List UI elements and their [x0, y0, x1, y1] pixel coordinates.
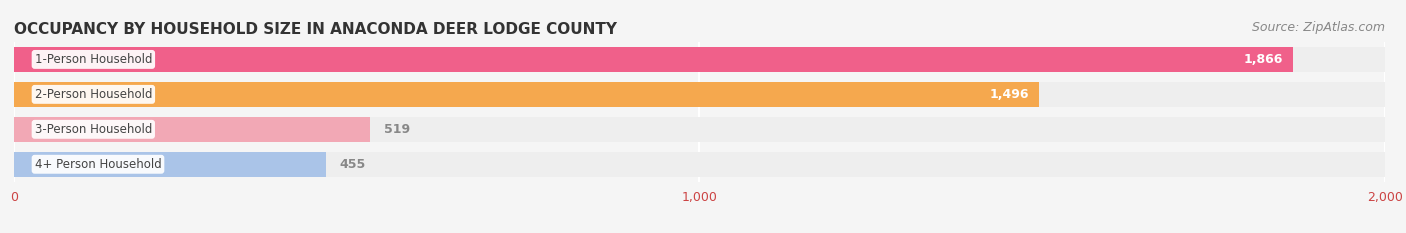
Bar — [14, 82, 1385, 107]
Bar — [14, 82, 1039, 107]
Bar — [14, 152, 1385, 177]
Text: 4+ Person Household: 4+ Person Household — [35, 158, 162, 171]
Text: 455: 455 — [340, 158, 366, 171]
Text: Source: ZipAtlas.com: Source: ZipAtlas.com — [1251, 21, 1385, 34]
Bar — [14, 152, 326, 177]
Bar — [14, 47, 1294, 72]
Text: 2-Person Household: 2-Person Household — [35, 88, 152, 101]
Text: 519: 519 — [384, 123, 409, 136]
Bar — [14, 117, 1385, 142]
Bar — [14, 117, 370, 142]
Text: 1-Person Household: 1-Person Household — [35, 53, 152, 66]
Text: OCCUPANCY BY HOUSEHOLD SIZE IN ANACONDA DEER LODGE COUNTY: OCCUPANCY BY HOUSEHOLD SIZE IN ANACONDA … — [14, 22, 617, 37]
Text: 1,866: 1,866 — [1243, 53, 1282, 66]
Text: 3-Person Household: 3-Person Household — [35, 123, 152, 136]
Text: 1,496: 1,496 — [990, 88, 1029, 101]
Bar — [14, 47, 1385, 72]
